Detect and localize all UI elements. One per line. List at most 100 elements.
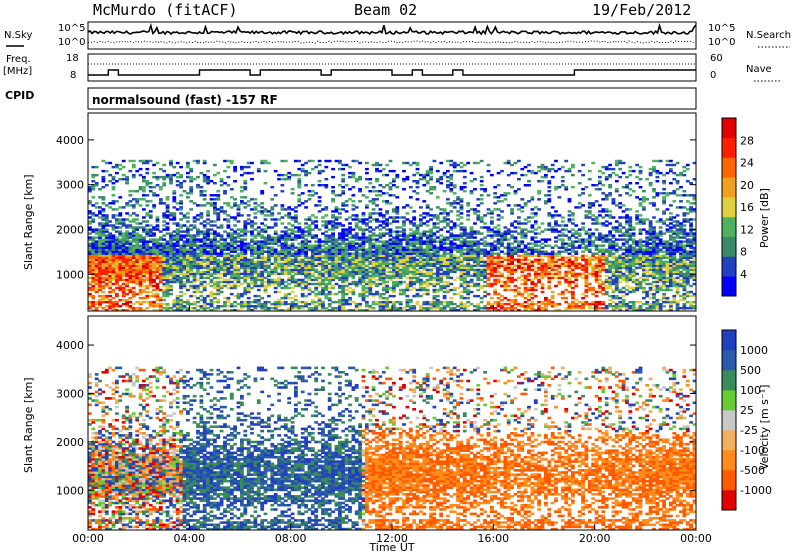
power-cell [375,178,379,181]
power-cell [213,307,217,310]
power-cell [138,288,143,292]
power-cell [155,240,160,243]
power-cell [490,242,494,245]
power-cell [361,284,366,288]
power-cell [162,260,167,264]
power-cell [469,302,474,306]
power-cell [229,244,234,247]
power-cell [267,254,271,258]
power-cell [196,234,200,237]
power-cell [314,165,319,169]
power-cell [439,286,444,290]
power-cell [331,238,335,241]
power-cell [530,254,535,258]
power-cell [392,268,396,272]
power-cell [523,202,528,205]
power-cell [152,280,156,284]
power-cell [125,298,129,302]
power-cell [334,260,339,264]
power-cell [381,186,386,189]
power-cell [243,230,248,233]
power-cell [101,196,106,199]
power-cell [253,307,258,310]
power-cell [365,236,369,239]
power-cell [189,188,194,191]
power-cell [273,218,278,221]
power-cell [277,238,281,241]
power-cell [300,230,305,233]
power-cell [459,260,464,264]
power-cell [108,246,113,249]
power-cell [368,234,373,237]
power-cell [253,298,258,302]
power-cell [506,260,511,264]
power-cell [91,248,96,251]
power-cell [256,252,261,255]
power-cell [378,274,383,278]
power-cell [182,224,187,227]
power-cell [456,236,460,239]
power-cell [466,250,471,253]
power-cell [422,262,427,266]
power-cell [135,309,140,312]
power-cell [98,278,102,282]
power-cell [425,212,430,215]
power-cell [503,161,508,165]
power-cell [108,284,113,288]
power-cell [442,300,447,304]
power-cell [91,238,96,241]
power-cell [165,228,170,231]
power-cell [142,242,146,245]
power-cell [446,212,450,215]
power-cell [294,159,298,163]
power-cell [131,190,136,193]
power-cell [121,258,126,262]
power-cell [290,208,295,211]
power-cell [186,254,190,258]
power-cell [199,240,204,243]
power-cell [290,236,295,239]
power-cell [476,244,481,247]
power-cell [246,264,251,268]
power-cell [142,300,146,304]
power-cell [115,236,119,239]
power-cell [206,262,210,266]
power-cell [135,232,140,235]
power-cell [432,246,437,249]
power-cell [486,284,491,288]
power-cell [142,220,146,223]
power-cell [216,268,221,272]
power-cell [148,210,153,213]
power-cell [354,214,359,217]
power-cell [223,230,227,233]
power-cell [172,200,177,203]
power-cell [348,188,352,191]
power-cell [344,200,349,203]
power-cell [429,238,433,241]
power-cell [452,238,457,241]
power-cell [486,276,491,280]
power-cell [405,240,410,243]
power-cell [179,200,183,203]
power-cell [250,264,254,268]
power-cell [172,238,177,241]
power-cell [125,262,129,266]
power-cell [216,194,221,197]
power-cell [459,254,464,258]
power-cell [94,288,99,292]
power-cell [175,268,180,272]
power-cell [388,260,393,264]
power-cell [256,248,261,251]
power-cell [125,270,129,274]
power-cell [392,290,396,294]
power-cell [297,254,302,258]
power-cell [290,296,295,300]
power-cell [527,305,531,308]
power-cell [189,284,194,288]
power-cell [422,280,427,284]
power-cell [500,264,504,268]
power-cell [142,254,146,258]
power-cell [216,262,221,266]
power-cell [510,266,514,270]
power-cell [348,309,352,312]
